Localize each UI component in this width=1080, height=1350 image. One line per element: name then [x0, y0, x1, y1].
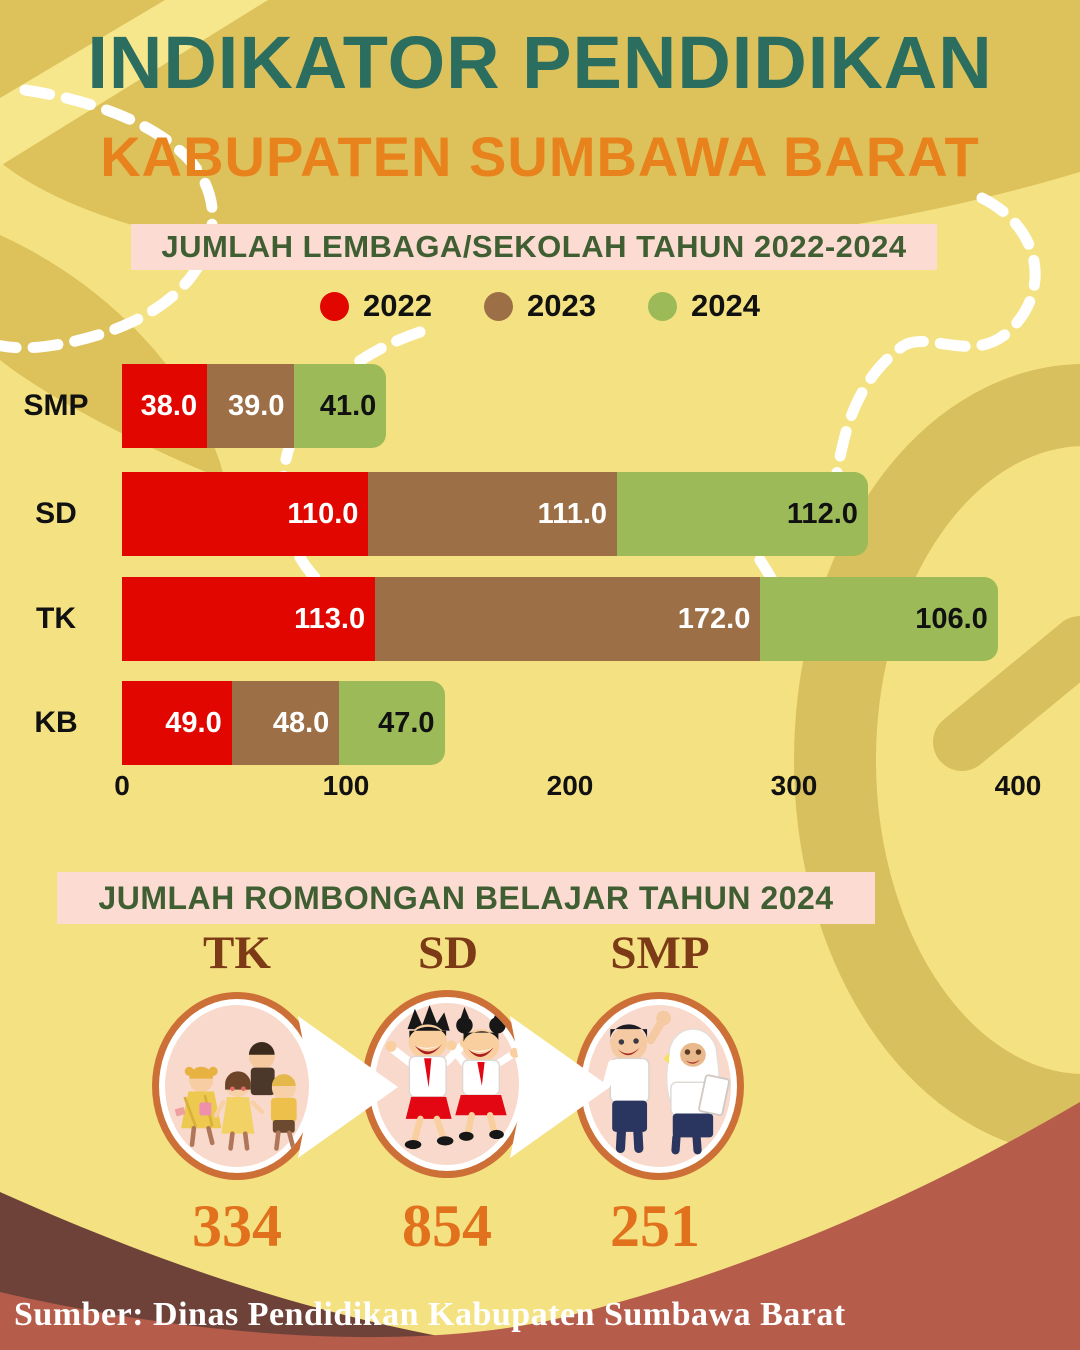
- wave-red-brown: [0, 1102, 1080, 1350]
- x-axis-tick: 400: [994, 770, 1042, 801]
- bar-segments: 38.0 39.0 41.0: [122, 364, 387, 448]
- mustard-top-band: [0, 0, 1080, 259]
- chart-row-sd: SD 110.0 111.0 112.0: [0, 472, 1080, 556]
- category-label: SD: [35, 497, 77, 530]
- x-axis-tick: 300: [770, 770, 818, 801]
- legend-dot-icon: [484, 291, 514, 321]
- light-stripe: [0, 0, 268, 166]
- kindergarten-children-illustration: [174, 1041, 297, 1151]
- chart-row-tk: TK 113.0 172.0 106.0: [0, 577, 1080, 661]
- x-axis-tick: 100: [322, 770, 370, 801]
- legend-label: 2023: [527, 288, 596, 323]
- chart-legend: 2022 2023 2024: [0, 288, 1080, 324]
- bar-segment-2024: 47.0: [339, 681, 445, 765]
- wave-dark-brown: [0, 1192, 520, 1350]
- category-label: SMP: [23, 389, 89, 422]
- swirl-shape: [794, 364, 1080, 1156]
- bar-segments: 110.0 111.0 112.0: [122, 472, 868, 556]
- bar-segment-2022: 49.0: [122, 681, 232, 765]
- x-axis-tick: 0: [114, 770, 130, 801]
- bar-segment-2023: 111.0: [368, 472, 618, 556]
- group-label-sd: SD: [417, 927, 479, 979]
- bar-segment-2022: 38.0: [122, 364, 208, 448]
- legend-label: 2022: [363, 288, 433, 323]
- bar-segment-2024: 112.0: [617, 472, 868, 556]
- arrow-right-icon: [298, 1016, 398, 1158]
- legend-item-2022: 2022: [320, 288, 432, 324]
- group-label-tk: TK: [203, 927, 271, 979]
- group-value-smp: 251: [610, 1193, 700, 1259]
- bar-segment-2024: 106.0: [760, 577, 998, 661]
- bar-segment-2023: 39.0: [207, 364, 295, 448]
- group-value-tk: 334: [192, 1193, 282, 1259]
- section-rombel-banner: JUMLAH ROMBONGAN BELAJAR TAHUN 2024: [57, 872, 875, 924]
- bar-segments: 49.0 48.0 47.0: [122, 681, 445, 765]
- section-lembaga-banner: JUMLAH LEMBAGA/SEKOLAH TAHUN 2022-2024: [131, 224, 937, 270]
- page-title: INDIKATOR PENDIDIKAN: [87, 21, 993, 104]
- legend-dot-icon: [320, 291, 350, 321]
- circle-tk: [152, 992, 322, 1180]
- section-lembaga-banner-text: JUMLAH LEMBAGA/SEKOLAH TAHUN 2022-2024: [161, 229, 907, 264]
- chart-x-axis: 0 100 200 300 400: [0, 770, 1080, 806]
- circle-smp: [574, 992, 744, 1180]
- bar-segment-2023: 172.0: [375, 577, 761, 661]
- chart-row-smp: SMP 38.0 39.0 41.0: [0, 364, 1080, 448]
- chart-row-kb: KB 49.0 48.0 47.0: [0, 681, 1080, 765]
- bar-segment-2023: 48.0: [231, 681, 340, 765]
- legend-label: 2024: [690, 288, 760, 323]
- bar-segments: 113.0 172.0 106.0: [122, 577, 998, 661]
- section-rombel-banner-text: JUMLAH ROMBONGAN BELAJAR TAHUN 2024: [98, 879, 834, 916]
- arrow-right-icon: [510, 1016, 610, 1158]
- legend-item-2024: 2024: [647, 288, 760, 324]
- bar-segment-2022: 110.0: [122, 472, 369, 556]
- group-label-smp: SMP: [610, 927, 710, 979]
- legend-item-2023: 2023: [484, 288, 596, 324]
- junior-high-students-illustration: [602, 1010, 730, 1155]
- elementary-students-illustration: [385, 1005, 520, 1150]
- source-note: Sumber: Dinas Pendidikan Kabupaten Sumba…: [14, 1296, 846, 1333]
- legend-dot-icon: [647, 291, 677, 321]
- x-axis-tick: 200: [546, 770, 594, 801]
- page-subtitle: KABUPATEN SUMBAWA BARAT: [100, 125, 980, 188]
- bar-segment-2024: 41.0: [294, 364, 387, 448]
- group-value-sd: 854: [402, 1193, 492, 1259]
- category-label: TK: [36, 602, 76, 635]
- category-label: KB: [34, 706, 78, 739]
- bar-segment-2022: 113.0: [122, 577, 376, 661]
